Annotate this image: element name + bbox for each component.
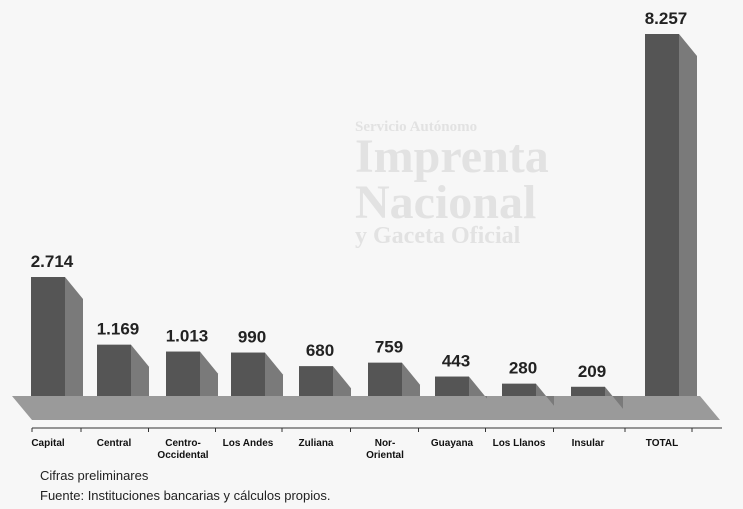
bar-face: [435, 376, 469, 396]
bar-face: [97, 344, 131, 396]
bar-face: [645, 34, 679, 396]
value-label: 990: [238, 328, 266, 347]
bar-face: [231, 352, 265, 396]
bar: [97, 344, 149, 396]
bar: [502, 383, 554, 406]
value-label: 443: [442, 352, 470, 371]
value-label: 2.714: [31, 252, 74, 271]
bar: [166, 351, 218, 396]
bar-face: [571, 386, 605, 396]
category-label: Nor-Oriental: [366, 438, 404, 461]
note-source: Fuente: Instituciones bancarias y cálcul…: [40, 488, 331, 503]
bar-face: [368, 362, 402, 396]
bar: [645, 34, 697, 396]
bar-face: [31, 277, 65, 396]
bar: [231, 352, 283, 396]
bar-face: [166, 351, 200, 396]
bar: [435, 376, 487, 399]
category-label: Los Llanos: [493, 438, 546, 449]
value-label: 209: [578, 362, 606, 381]
category-label: Centro-Occidental: [157, 438, 208, 461]
value-label: 280: [509, 359, 537, 378]
bar: [571, 386, 623, 409]
bar: [368, 362, 420, 396]
value-label: 680: [306, 341, 334, 360]
value-label: 1.169: [97, 320, 140, 339]
value-label: 8.257: [645, 9, 688, 28]
category-label: Zuliana: [298, 438, 333, 449]
category-label: Central: [97, 438, 132, 449]
value-label: 1.013: [166, 327, 209, 346]
category-label: Capital: [31, 438, 65, 449]
bar-face: [299, 366, 333, 396]
bar: [299, 366, 351, 396]
category-label: Insular: [572, 438, 605, 449]
note-preliminary: Cifras preliminares: [40, 468, 149, 483]
floor-shadow: [12, 396, 720, 420]
category-label: Los Andes: [223, 438, 274, 449]
bar: [31, 277, 83, 396]
category-label: TOTAL: [646, 438, 678, 449]
value-label: 759: [375, 338, 403, 357]
category-label: Guayana: [431, 438, 474, 449]
bar-face: [502, 383, 536, 396]
